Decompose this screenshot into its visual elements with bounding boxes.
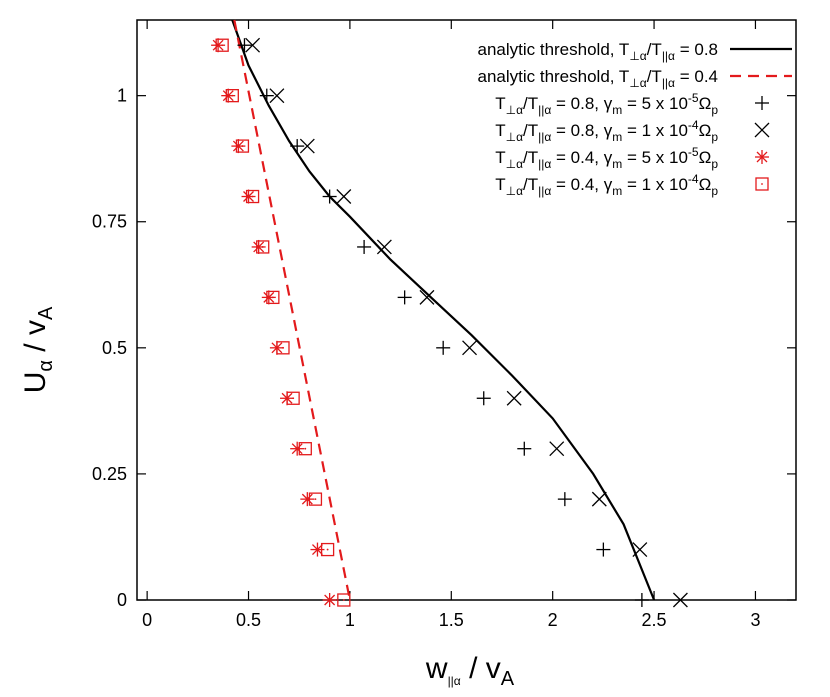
y-tick-label: 0: [117, 590, 127, 610]
data-point-cross: [754, 122, 770, 138]
data-point-cross: [299, 138, 315, 154]
data-point-plus: [755, 96, 769, 110]
data-point-plus: [436, 340, 451, 355]
x-tick-label: 2.5: [642, 610, 667, 630]
data-point-square: [276, 341, 290, 355]
data-point-square: [256, 240, 270, 254]
data-point-cross: [376, 239, 392, 255]
data-point-square: [215, 38, 229, 52]
y-axis-label-sub: α: [35, 360, 57, 372]
data-point-cross: [462, 340, 478, 356]
series-line: [231, 19, 656, 601]
data-point-cross: [506, 390, 522, 406]
data-point-star: [322, 593, 337, 607]
data-point-plus: [476, 391, 491, 406]
data-point-star: [290, 441, 305, 456]
data-point-square: [235, 139, 250, 153]
data-point-square: [755, 177, 769, 191]
data-point-plus: [322, 189, 337, 204]
series-4: [211, 38, 337, 607]
data-point-plus: [397, 290, 412, 305]
x-axis-label-rest: / v: [461, 652, 501, 685]
x-axis-label-base: w: [425, 652, 448, 685]
x-tick-label: 0.5: [236, 610, 261, 630]
data-point-square: [337, 593, 351, 607]
legend-item: T⊥α/T||α = 0.4, γm = 5 x 10-5Ωp: [495, 145, 769, 171]
series-3: [245, 37, 688, 608]
data-point-square: [298, 442, 312, 456]
y-tick-label: 0.5: [102, 338, 127, 358]
data-point-star: [755, 150, 769, 164]
plot-border: [136, 19, 797, 601]
series-0: [231, 19, 656, 601]
legend-item: analytic threshold, T⊥α/T||α = 0.4: [477, 67, 792, 90]
y-tick-label: 0.75: [92, 212, 127, 232]
data-point-cross: [672, 592, 688, 608]
data-point-star: [300, 492, 315, 507]
data-point-square: [266, 290, 280, 305]
legend-label: analytic threshold, T⊥α/T||α = 0.4: [477, 67, 718, 90]
legend-label: T⊥α/T||α = 0.8, γm = 1 x 10-4Ωp: [495, 118, 718, 144]
data-point-cross: [419, 289, 435, 305]
x-axis-label: w||α / vA: [425, 652, 515, 690]
y-tick-label: 0.25: [92, 464, 127, 484]
data-point-cross: [549, 441, 565, 457]
data-point-cross: [632, 542, 648, 558]
data-point-cross: [336, 189, 352, 204]
legend-label: T⊥α/T||α = 0.4, γm = 5 x 10-5Ωp: [495, 145, 718, 171]
legend-label: T⊥α/T||α = 0.8, γm = 5 x 10-5Ωp: [495, 91, 718, 117]
legend-item: T⊥α/T||α = 0.8, γm = 1 x 10-4Ωp: [495, 118, 770, 144]
series-1: [233, 19, 351, 601]
data-point-cross: [591, 491, 607, 507]
plot-frame: [136, 19, 797, 601]
data-point-square: [245, 189, 260, 204]
x-tick-label: 1.5: [439, 610, 464, 630]
y-axis-label: Uα / vA: [19, 306, 57, 393]
series-2: [237, 38, 649, 607]
data-point-star: [221, 88, 236, 103]
data-point-plus: [517, 441, 532, 456]
data-point-star: [310, 542, 325, 557]
data-point-plus: [634, 593, 649, 607]
data-point-square: [286, 391, 300, 405]
data-point-plus: [259, 88, 274, 103]
series-line: [233, 19, 351, 601]
data-point-cross: [245, 37, 261, 53]
series-layer: [211, 19, 688, 608]
series-5: [215, 38, 351, 607]
legend-item: T⊥α/T||α = 0.8, γm = 5 x 10-5Ωp: [495, 91, 769, 117]
y-tick-label: 1: [117, 86, 127, 106]
legend-label: T⊥α/T||α = 0.4, γm = 1 x 10-4Ωp: [495, 172, 718, 198]
x-tick-label: 2: [548, 610, 558, 630]
x-axis-label-sub: ||α: [448, 674, 461, 688]
legend: analytic threshold, T⊥α/T||α = 0.8 analyt…: [477, 40, 792, 198]
y-axis-label-rest: / v: [19, 320, 52, 360]
y-axis-label-base: U: [19, 372, 52, 394]
data-point-plus: [357, 239, 372, 254]
axis-ticks: 0 0.5 1 1.5 2 2.5 3 0 0.25 0.5 0.75 1: [92, 20, 796, 630]
data-point-square: [320, 542, 335, 557]
x-axis-label-sub2: A: [501, 668, 515, 690]
legend-label: analytic threshold, T⊥α/T||α = 0.8: [477, 40, 718, 63]
legend-item: analytic threshold, T⊥α/T||α = 0.8: [477, 40, 792, 63]
data-point-square: [225, 89, 239, 103]
data-point-cross: [269, 88, 285, 104]
x-tick-label: 1: [345, 610, 355, 630]
legend-item: T⊥α/T||α = 0.4, γm = 1 x 10-4Ωp: [495, 172, 769, 198]
data-point-plus: [290, 139, 305, 154]
data-point-plus: [596, 542, 611, 557]
data-point-plus: [557, 492, 572, 507]
x-tick-label: 3: [750, 610, 760, 630]
data-point-plus: [237, 38, 252, 53]
x-tick-label: 0: [142, 610, 152, 630]
y-axis-label-sub2: A: [35, 306, 57, 320]
data-point-square: [308, 492, 323, 506]
